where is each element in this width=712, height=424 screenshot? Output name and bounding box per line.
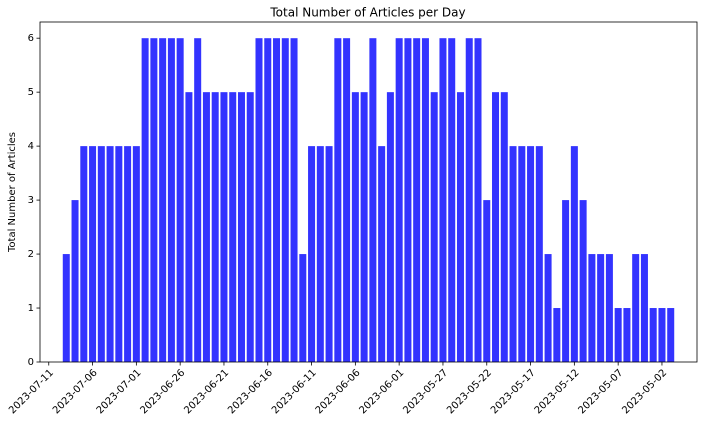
bar — [509, 146, 517, 362]
bar — [465, 38, 473, 362]
bar — [579, 200, 587, 362]
x-tick-label: 2023-06-06 — [314, 367, 363, 416]
bar — [62, 254, 70, 362]
bar — [553, 308, 561, 362]
bar — [623, 308, 631, 362]
bar — [246, 92, 254, 363]
x-tick-label: 2023-06-11 — [270, 367, 319, 416]
bar — [316, 146, 324, 362]
bar — [658, 308, 666, 362]
bar — [106, 146, 114, 362]
bar — [290, 38, 298, 362]
bar — [439, 38, 447, 362]
bar — [334, 38, 342, 362]
bar — [308, 146, 316, 362]
bar — [404, 38, 412, 362]
bar — [115, 146, 123, 362]
x-tick-label: 2023-07-06 — [51, 367, 100, 416]
bar — [413, 38, 421, 362]
y-tick-label: 0 — [28, 357, 34, 368]
bar — [167, 38, 175, 362]
bar — [80, 146, 88, 362]
bar — [597, 254, 605, 362]
bar — [255, 38, 263, 362]
bar — [159, 38, 167, 362]
bar — [649, 308, 657, 362]
y-tick-label: 5 — [28, 87, 34, 98]
y-tick-label: 3 — [28, 195, 34, 206]
bar — [229, 92, 237, 363]
bar — [483, 200, 491, 362]
x-tick-label: 2023-07-11 — [7, 367, 56, 416]
bar — [448, 38, 456, 362]
y-axis-label: Total Number of Articles — [7, 132, 18, 253]
bar — [360, 92, 368, 363]
bar — [588, 254, 596, 362]
bar — [544, 254, 552, 362]
bar — [570, 146, 578, 362]
bar — [500, 92, 508, 363]
x-tick-label: 2023-06-16 — [226, 367, 275, 416]
bar — [535, 146, 543, 362]
bar — [281, 38, 289, 362]
bar — [71, 200, 79, 362]
bar — [150, 38, 158, 362]
bar — [141, 38, 149, 362]
chart-title: Total Number of Articles per Day — [269, 6, 465, 20]
y-tick-label: 6 — [28, 33, 34, 44]
bar — [299, 254, 307, 362]
x-tick-label: 2023-05-12 — [533, 367, 582, 416]
bar — [351, 92, 359, 363]
bar — [273, 38, 281, 362]
bar — [518, 146, 526, 362]
bar — [176, 38, 184, 362]
bar — [237, 92, 245, 363]
x-tick-label: 2023-05-27 — [401, 367, 450, 416]
bar — [202, 92, 210, 363]
bar — [185, 92, 193, 363]
x-tick-label: 2023-07-01 — [95, 367, 144, 416]
bar — [492, 92, 500, 363]
bar — [264, 38, 272, 362]
y-tick-label: 4 — [28, 141, 34, 152]
y-tick-label: 2 — [28, 249, 34, 260]
bar — [194, 38, 202, 362]
x-tick-label: 2023-05-22 — [445, 367, 494, 416]
bar — [430, 92, 438, 363]
bar — [474, 38, 482, 362]
bar — [97, 146, 105, 362]
plot-frame — [39, 21, 698, 363]
x-tick-label: 2023-05-02 — [620, 367, 669, 416]
x-tick-label: 2023-05-17 — [489, 367, 538, 416]
bar — [343, 38, 351, 362]
bar — [369, 38, 377, 362]
bar — [132, 146, 140, 362]
bar — [605, 254, 613, 362]
bar — [632, 254, 640, 362]
bar — [640, 254, 648, 362]
bar — [378, 146, 386, 362]
bar — [395, 38, 403, 362]
x-tick-label: 2023-05-07 — [577, 367, 626, 416]
bar — [89, 146, 97, 362]
bar — [211, 92, 219, 363]
y-tick-label: 1 — [28, 303, 34, 314]
x-tick-label: 2023-06-21 — [182, 367, 231, 416]
bar — [421, 38, 429, 362]
bar — [456, 92, 464, 363]
x-tick-label: 2023-06-01 — [358, 367, 407, 416]
bar — [562, 200, 570, 362]
bar — [614, 308, 622, 362]
bar — [667, 308, 675, 362]
bar — [527, 146, 535, 362]
bar — [124, 146, 132, 362]
x-tick-label: 2023-06-26 — [139, 367, 188, 416]
bar — [325, 146, 333, 362]
bar — [220, 92, 228, 363]
bar — [386, 92, 394, 363]
